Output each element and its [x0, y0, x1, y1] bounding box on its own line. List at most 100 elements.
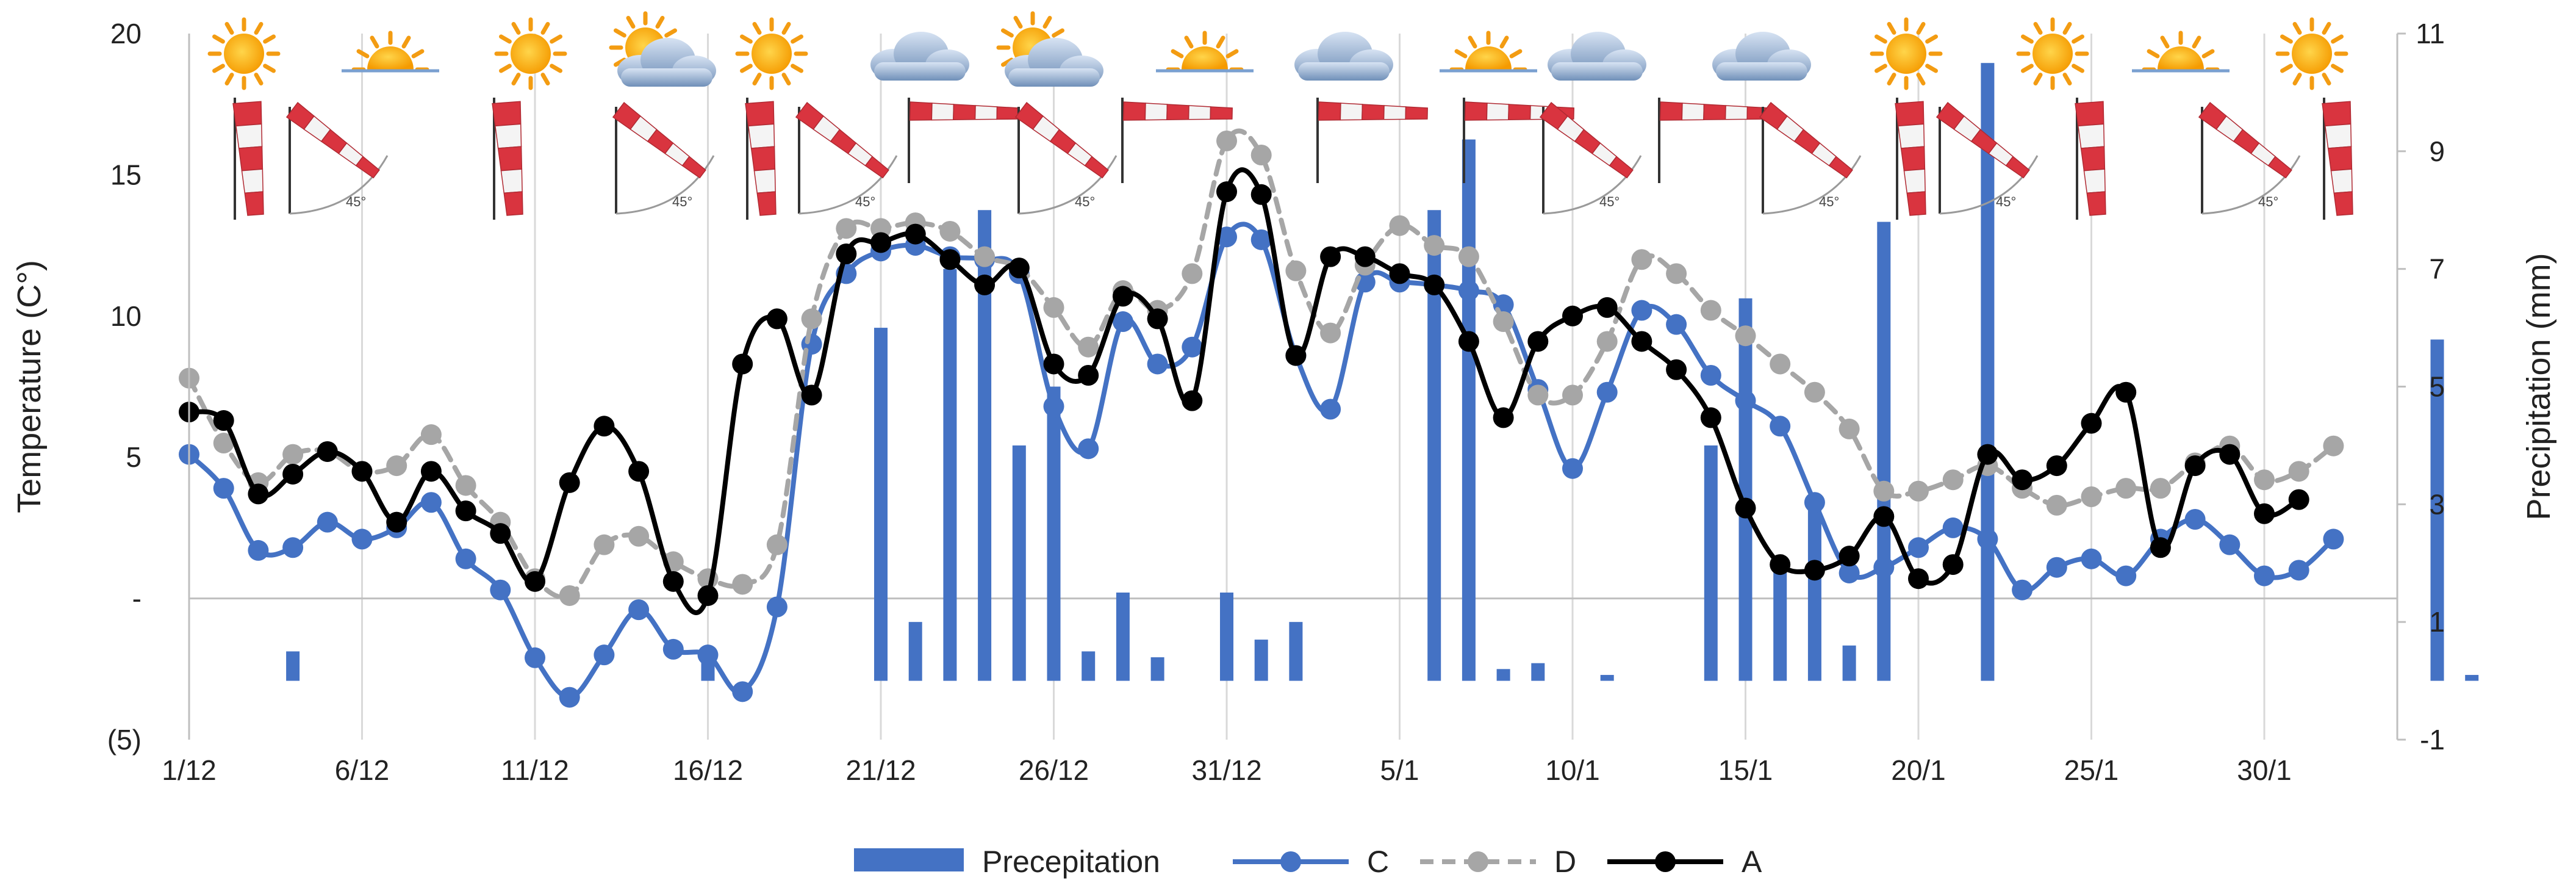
- sun-ray: [2280, 63, 2293, 73]
- sun-ray: [254, 22, 264, 35]
- sun-ray: [550, 34, 562, 44]
- data-point-C: [1596, 381, 1618, 403]
- precipitation-bar: [2430, 339, 2444, 681]
- angle-arc: [1018, 155, 1118, 215]
- y-tick-label-left: 5: [126, 441, 142, 473]
- legend-swatch-marker: [1468, 851, 1488, 872]
- sun-ray: [511, 22, 521, 35]
- data-point-D: [2288, 461, 2309, 482]
- legend-swatch-marker: [1655, 851, 1676, 872]
- data-point-D: [836, 218, 857, 239]
- angle-label: 45°: [346, 194, 366, 209]
- windsock-stripe: [753, 168, 776, 194]
- data-point-A: [1666, 359, 1687, 380]
- data-point-A: [2219, 444, 2241, 465]
- data-point-C: [525, 647, 545, 668]
- data-point-D: [2081, 486, 2102, 507]
- precipitation-bar: [1807, 498, 1821, 681]
- sun-ray: [2292, 22, 2302, 35]
- precipitation-bar: [1289, 622, 1303, 681]
- cloud-icon: [1548, 32, 1646, 81]
- precipitation-bar: [1704, 445, 1718, 681]
- data-point-A: [732, 353, 753, 375]
- data-point-A: [351, 461, 373, 482]
- y-tick-label-right: -1: [2420, 724, 2445, 756]
- data-point-A: [1735, 497, 1756, 519]
- data-point-A: [662, 571, 684, 592]
- data-point-D: [1908, 480, 1929, 502]
- data-point-A: [1008, 258, 1030, 279]
- series-line-D: [187, 128, 2336, 600]
- data-point-C: [2184, 509, 2206, 530]
- data-point-A: [939, 249, 961, 270]
- windsock-stripe: [2330, 168, 2353, 194]
- data-point-A: [801, 384, 822, 406]
- data-point-A: [1078, 364, 1099, 386]
- sunset-icon: [2132, 31, 2230, 73]
- data-point-D: [213, 433, 234, 454]
- sun-ray: [2062, 22, 2072, 35]
- x-tick-label: 16/12: [673, 754, 743, 786]
- sun-ray: [1925, 34, 1938, 44]
- windsock-stripe: [864, 156, 889, 179]
- data-point-C: [1250, 229, 1272, 250]
- sun-ray: [212, 34, 225, 44]
- windsock-stripe: [1724, 105, 1748, 120]
- data-point-D: [386, 455, 407, 477]
- sun-ray: [2331, 63, 2344, 73]
- data-point-A: [1631, 331, 1652, 352]
- windsock-45-icon: 45°: [795, 101, 898, 215]
- sunset-icon: [1156, 31, 1254, 73]
- data-point-C: [1562, 458, 1583, 479]
- sun-ray: [550, 63, 562, 73]
- windsock-stripe: [2086, 191, 2106, 216]
- data-point-D: [1043, 297, 1064, 318]
- data-point-A: [2288, 489, 2309, 510]
- data-point-D: [1078, 336, 1099, 358]
- data-point-A: [1389, 263, 1410, 284]
- sun-ray: [411, 49, 425, 59]
- windsock-stripe: [953, 104, 976, 120]
- temperature-lines: [179, 128, 2344, 708]
- windsock-stripe: [1383, 105, 1407, 120]
- cloud-sun-icon: [609, 11, 716, 87]
- windsock-stripe: [745, 101, 775, 127]
- sun-ray: [540, 22, 550, 35]
- data-point-C: [317, 511, 338, 533]
- windsock-stripe: [1166, 104, 1189, 120]
- windsock-stripe: [2078, 123, 2105, 149]
- sun-icon: [735, 17, 808, 90]
- sun-ray: [499, 34, 512, 44]
- y-tick-label-right: 5: [2429, 371, 2445, 403]
- sun-ray: [1454, 49, 1468, 59]
- data-point-C: [2254, 565, 2275, 586]
- sun-half-disc: [1465, 46, 1512, 70]
- data-point-C: [559, 687, 580, 708]
- angle-arc: [615, 155, 715, 215]
- sun-ray: [2072, 34, 2084, 44]
- windsock-stripe: [2267, 156, 2292, 179]
- windsock-stripe: [1122, 101, 1146, 121]
- sun-ray: [2331, 34, 2344, 44]
- data-point-C: [697, 644, 719, 666]
- windsock-45-icon: 45°: [612, 101, 715, 215]
- x-tick-label: 26/12: [1019, 754, 1089, 786]
- windsock-flat-icon: [1658, 98, 1770, 183]
- sun-ray: [254, 73, 264, 85]
- data-point-A: [1977, 444, 1998, 465]
- weather-icon-strip: 45° 45° 45° 45° 45° 45° 45° 45°: [207, 11, 2353, 220]
- sun-ray: [2033, 22, 2043, 35]
- sun-ray: [2062, 73, 2072, 85]
- data-point-D: [1700, 300, 1721, 321]
- sun-ray: [781, 22, 791, 35]
- y-tick-label-right: 3: [2429, 488, 2445, 520]
- x-tick-label: 1/12: [162, 754, 217, 786]
- data-point-A: [317, 441, 338, 462]
- data-point-C: [1804, 492, 1825, 513]
- data-point-A: [420, 461, 442, 482]
- windsock-stripe: [1508, 104, 1531, 120]
- windsock-stripe: [1144, 103, 1168, 121]
- sunset-icon: [1440, 31, 1537, 73]
- windsock-stripe: [1340, 103, 1363, 121]
